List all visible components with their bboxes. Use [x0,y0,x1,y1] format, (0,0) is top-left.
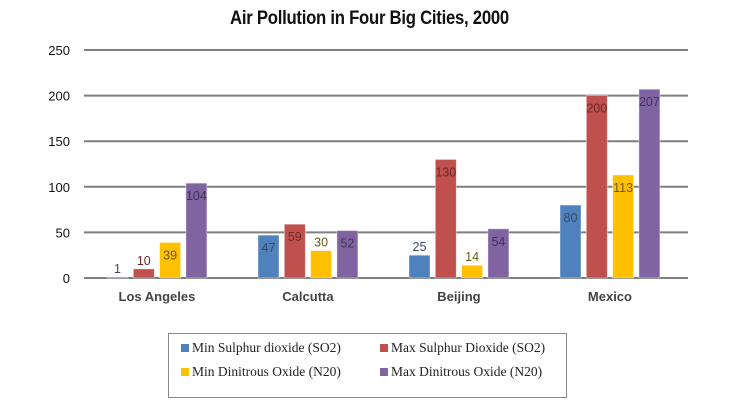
bar-beijing-2 [461,264,484,279]
bar-los-angeles-3 [185,182,208,279]
legend-swatch-max-so2 [380,344,388,352]
data-label-beijing-0: 25 [413,240,427,254]
legend-item-max-so2: Max Sulphur Dioxide (SO2) [380,340,545,356]
y-tick-label-50: 50 [56,225,70,240]
data-label-beijing-1: 130 [435,165,456,179]
bar-mexico-3 [638,88,661,279]
bar-calcutta-0 [257,234,280,279]
bar-beijing-1 [434,159,457,279]
bar-chart: 0 50 100 150 200 250 1 10 39 104 Los Angeles 47 59 30… [48,43,688,304]
bar-los-angeles-0 [106,276,129,279]
legend-label-max-n20: Max Dinitrous Oxide (N20) [391,364,543,379]
data-label-los-angeles-0: 1 [114,262,121,276]
chart-title: Air Pollution in Four Big Cities, 2000 [230,8,509,29]
data-label-los-angeles-1: 10 [137,254,151,268]
legend-label-min-n20: Min Dinitrous Oxide (N20) [192,364,341,379]
bar-beijing-0 [408,254,431,279]
y-tick-label-100: 100 [48,180,70,195]
data-label-beijing-3: 54 [491,235,505,249]
bar-mexico-0 [559,204,582,279]
y-tick-label-250: 250 [48,43,70,58]
bar-calcutta-1 [283,223,306,279]
x-tick-label-mexico: Mexico [588,289,632,304]
bar-mexico-1 [585,95,608,279]
bar-los-angeles-2 [159,242,182,279]
bar-mexico-2 [612,174,634,279]
y-tick-label-200: 200 [48,89,70,104]
legend-swatch-min-n20 [181,368,189,376]
legend-label-max-so2: Max Sulphur Dioxide (SO2) [391,340,546,355]
legend-swatch-min-so2 [181,344,189,352]
bar-calcutta-2 [310,250,333,279]
bar-beijing-3 [487,228,510,279]
y-tick-label-150: 150 [48,134,70,149]
x-tick-label-beijing: Beijing [437,289,480,304]
legend-item-min-so2: Min Sulphur dioxide (SO2) [181,340,341,356]
data-label-calcutta-0: 47 [262,241,276,255]
data-label-calcutta-3: 52 [340,237,354,251]
data-label-calcutta-1: 59 [288,230,302,244]
legend-item-min-n20: Min Dinitrous Oxide (N20) [181,364,341,380]
legend-swatch-max-n20 [380,368,388,376]
legend: Min Sulphur dioxide (SO2) Max Sulphur Di… [168,333,567,398]
data-label-calcutta-2: 30 [314,236,328,250]
data-label-los-angeles-3: 104 [186,189,207,203]
legend-label-min-so2: Min Sulphur dioxide (SO2) [192,340,341,355]
data-label-los-angeles-2: 39 [163,248,177,262]
data-label-mexico-1: 200 [586,102,607,116]
legend-item-max-n20: Max Dinitrous Oxide (N20) [380,364,542,380]
bar-calcutta-3 [336,230,359,279]
x-tick-label-los-angeles: Los Angeles [119,289,196,304]
data-label-mexico-2: 113 [613,181,633,195]
data-label-mexico-0: 80 [564,211,578,225]
bar-los-angeles-1 [132,268,155,279]
data-label-mexico-3: 207 [639,95,660,109]
x-tick-label-calcutta: Calcutta [282,289,334,304]
y-tick-label-0: 0 [63,271,70,286]
data-label-beijing-2: 14 [465,250,479,264]
